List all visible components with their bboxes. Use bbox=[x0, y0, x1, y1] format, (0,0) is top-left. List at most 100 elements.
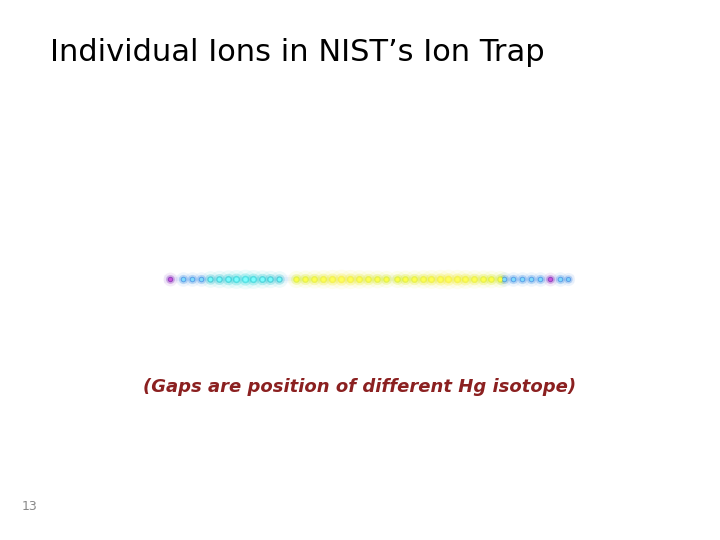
Point bbox=[326, 275, 338, 284]
Point bbox=[494, 275, 505, 284]
Point bbox=[344, 275, 356, 284]
Point bbox=[239, 275, 251, 284]
Point bbox=[534, 275, 546, 284]
Point bbox=[372, 275, 383, 284]
Point bbox=[164, 275, 176, 284]
Point bbox=[326, 275, 338, 284]
Point bbox=[204, 275, 216, 284]
Point bbox=[164, 275, 176, 284]
Point bbox=[300, 275, 311, 284]
Point bbox=[426, 275, 437, 284]
Point bbox=[400, 275, 411, 284]
Point bbox=[354, 275, 365, 284]
Point bbox=[498, 275, 510, 284]
Point bbox=[400, 275, 411, 284]
Point bbox=[354, 275, 365, 284]
Point bbox=[186, 275, 198, 284]
Point bbox=[468, 275, 480, 284]
Point bbox=[213, 275, 225, 284]
Point bbox=[362, 275, 374, 284]
Point bbox=[248, 275, 259, 284]
Point bbox=[362, 275, 374, 284]
Point bbox=[265, 275, 276, 284]
Text: 13: 13 bbox=[22, 500, 37, 513]
Point bbox=[213, 275, 225, 284]
Point bbox=[494, 275, 505, 284]
Point bbox=[391, 275, 402, 284]
Point bbox=[517, 275, 528, 284]
Point bbox=[408, 275, 420, 284]
Point bbox=[562, 275, 574, 284]
Point bbox=[459, 275, 471, 284]
Point bbox=[485, 275, 497, 284]
Point bbox=[554, 275, 565, 284]
Point bbox=[177, 275, 189, 284]
Point bbox=[222, 275, 233, 284]
Point bbox=[318, 275, 329, 284]
Point bbox=[459, 275, 471, 284]
Point bbox=[265, 275, 276, 284]
Point bbox=[318, 275, 329, 284]
Point bbox=[459, 275, 471, 284]
Point bbox=[336, 275, 347, 284]
Point bbox=[451, 275, 462, 284]
Point bbox=[290, 275, 302, 284]
Point bbox=[344, 275, 356, 284]
Point bbox=[300, 275, 311, 284]
Point bbox=[230, 275, 242, 284]
Point bbox=[468, 275, 480, 284]
Point bbox=[222, 275, 233, 284]
Point bbox=[477, 275, 488, 284]
Point bbox=[517, 275, 528, 284]
Point bbox=[380, 275, 392, 284]
Point bbox=[213, 275, 225, 284]
Point bbox=[204, 275, 216, 284]
Point bbox=[525, 275, 536, 284]
Point bbox=[534, 275, 546, 284]
Point bbox=[391, 275, 402, 284]
Point bbox=[507, 275, 518, 284]
Point bbox=[290, 275, 302, 284]
Point bbox=[477, 275, 488, 284]
Point bbox=[408, 275, 420, 284]
Point bbox=[468, 275, 480, 284]
Point bbox=[308, 275, 320, 284]
Point bbox=[434, 275, 446, 284]
Point bbox=[204, 275, 216, 284]
Point bbox=[525, 275, 536, 284]
Point bbox=[544, 275, 556, 284]
Point bbox=[222, 275, 233, 284]
Point bbox=[300, 275, 311, 284]
Point bbox=[186, 275, 198, 284]
Point bbox=[426, 275, 437, 284]
Point bbox=[426, 275, 437, 284]
Point bbox=[443, 275, 454, 284]
Point bbox=[204, 275, 216, 284]
Point bbox=[562, 275, 574, 284]
Point bbox=[248, 275, 259, 284]
Point bbox=[525, 275, 536, 284]
Point bbox=[372, 275, 383, 284]
Point bbox=[485, 275, 497, 284]
Point bbox=[544, 275, 556, 284]
Point bbox=[534, 275, 546, 284]
Point bbox=[400, 275, 411, 284]
Point bbox=[274, 275, 285, 284]
Point bbox=[290, 275, 302, 284]
Point bbox=[318, 275, 329, 284]
Point bbox=[372, 275, 383, 284]
Point bbox=[164, 275, 176, 284]
Point bbox=[290, 275, 302, 284]
Point bbox=[336, 275, 347, 284]
Point bbox=[239, 275, 251, 284]
Point bbox=[498, 275, 510, 284]
Point bbox=[544, 275, 556, 284]
Point bbox=[517, 275, 528, 284]
Point bbox=[230, 275, 242, 284]
Point bbox=[265, 275, 276, 284]
Point bbox=[554, 275, 565, 284]
Point bbox=[477, 275, 488, 284]
Point bbox=[213, 275, 225, 284]
Point bbox=[354, 275, 365, 284]
Text: Individual Ions in NIST’s Ion Trap: Individual Ions in NIST’s Ion Trap bbox=[50, 38, 545, 67]
